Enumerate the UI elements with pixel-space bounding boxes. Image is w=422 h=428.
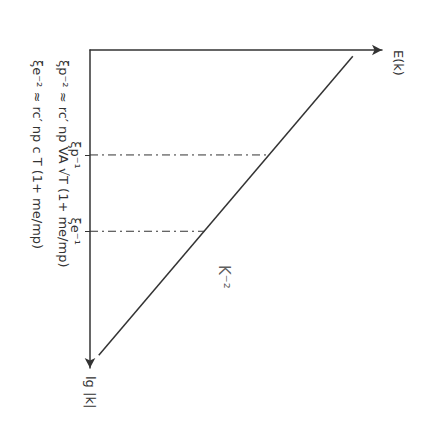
svg-text:ξp⁻¹: ξp⁻¹ [68,141,83,169]
svg-text:ξe⁻² ≈ rc′ np c T (1+ me/mp): ξe⁻² ≈ rc′ np c T (1+ me/mp) [30,60,45,249]
svg-text:E(k): E(k) [391,50,406,76]
svg-text:K⁻²: K⁻² [215,265,233,289]
svg-text:ξe⁻¹: ξe⁻¹ [68,218,83,245]
svg-text:ξp⁻² ≈ rc′ np VA √T (1+ me/mp): ξp⁻² ≈ rc′ np VA √T (1+ me/mp) [56,60,71,268]
svg-text:lg |k|: lg |k| [83,376,98,408]
